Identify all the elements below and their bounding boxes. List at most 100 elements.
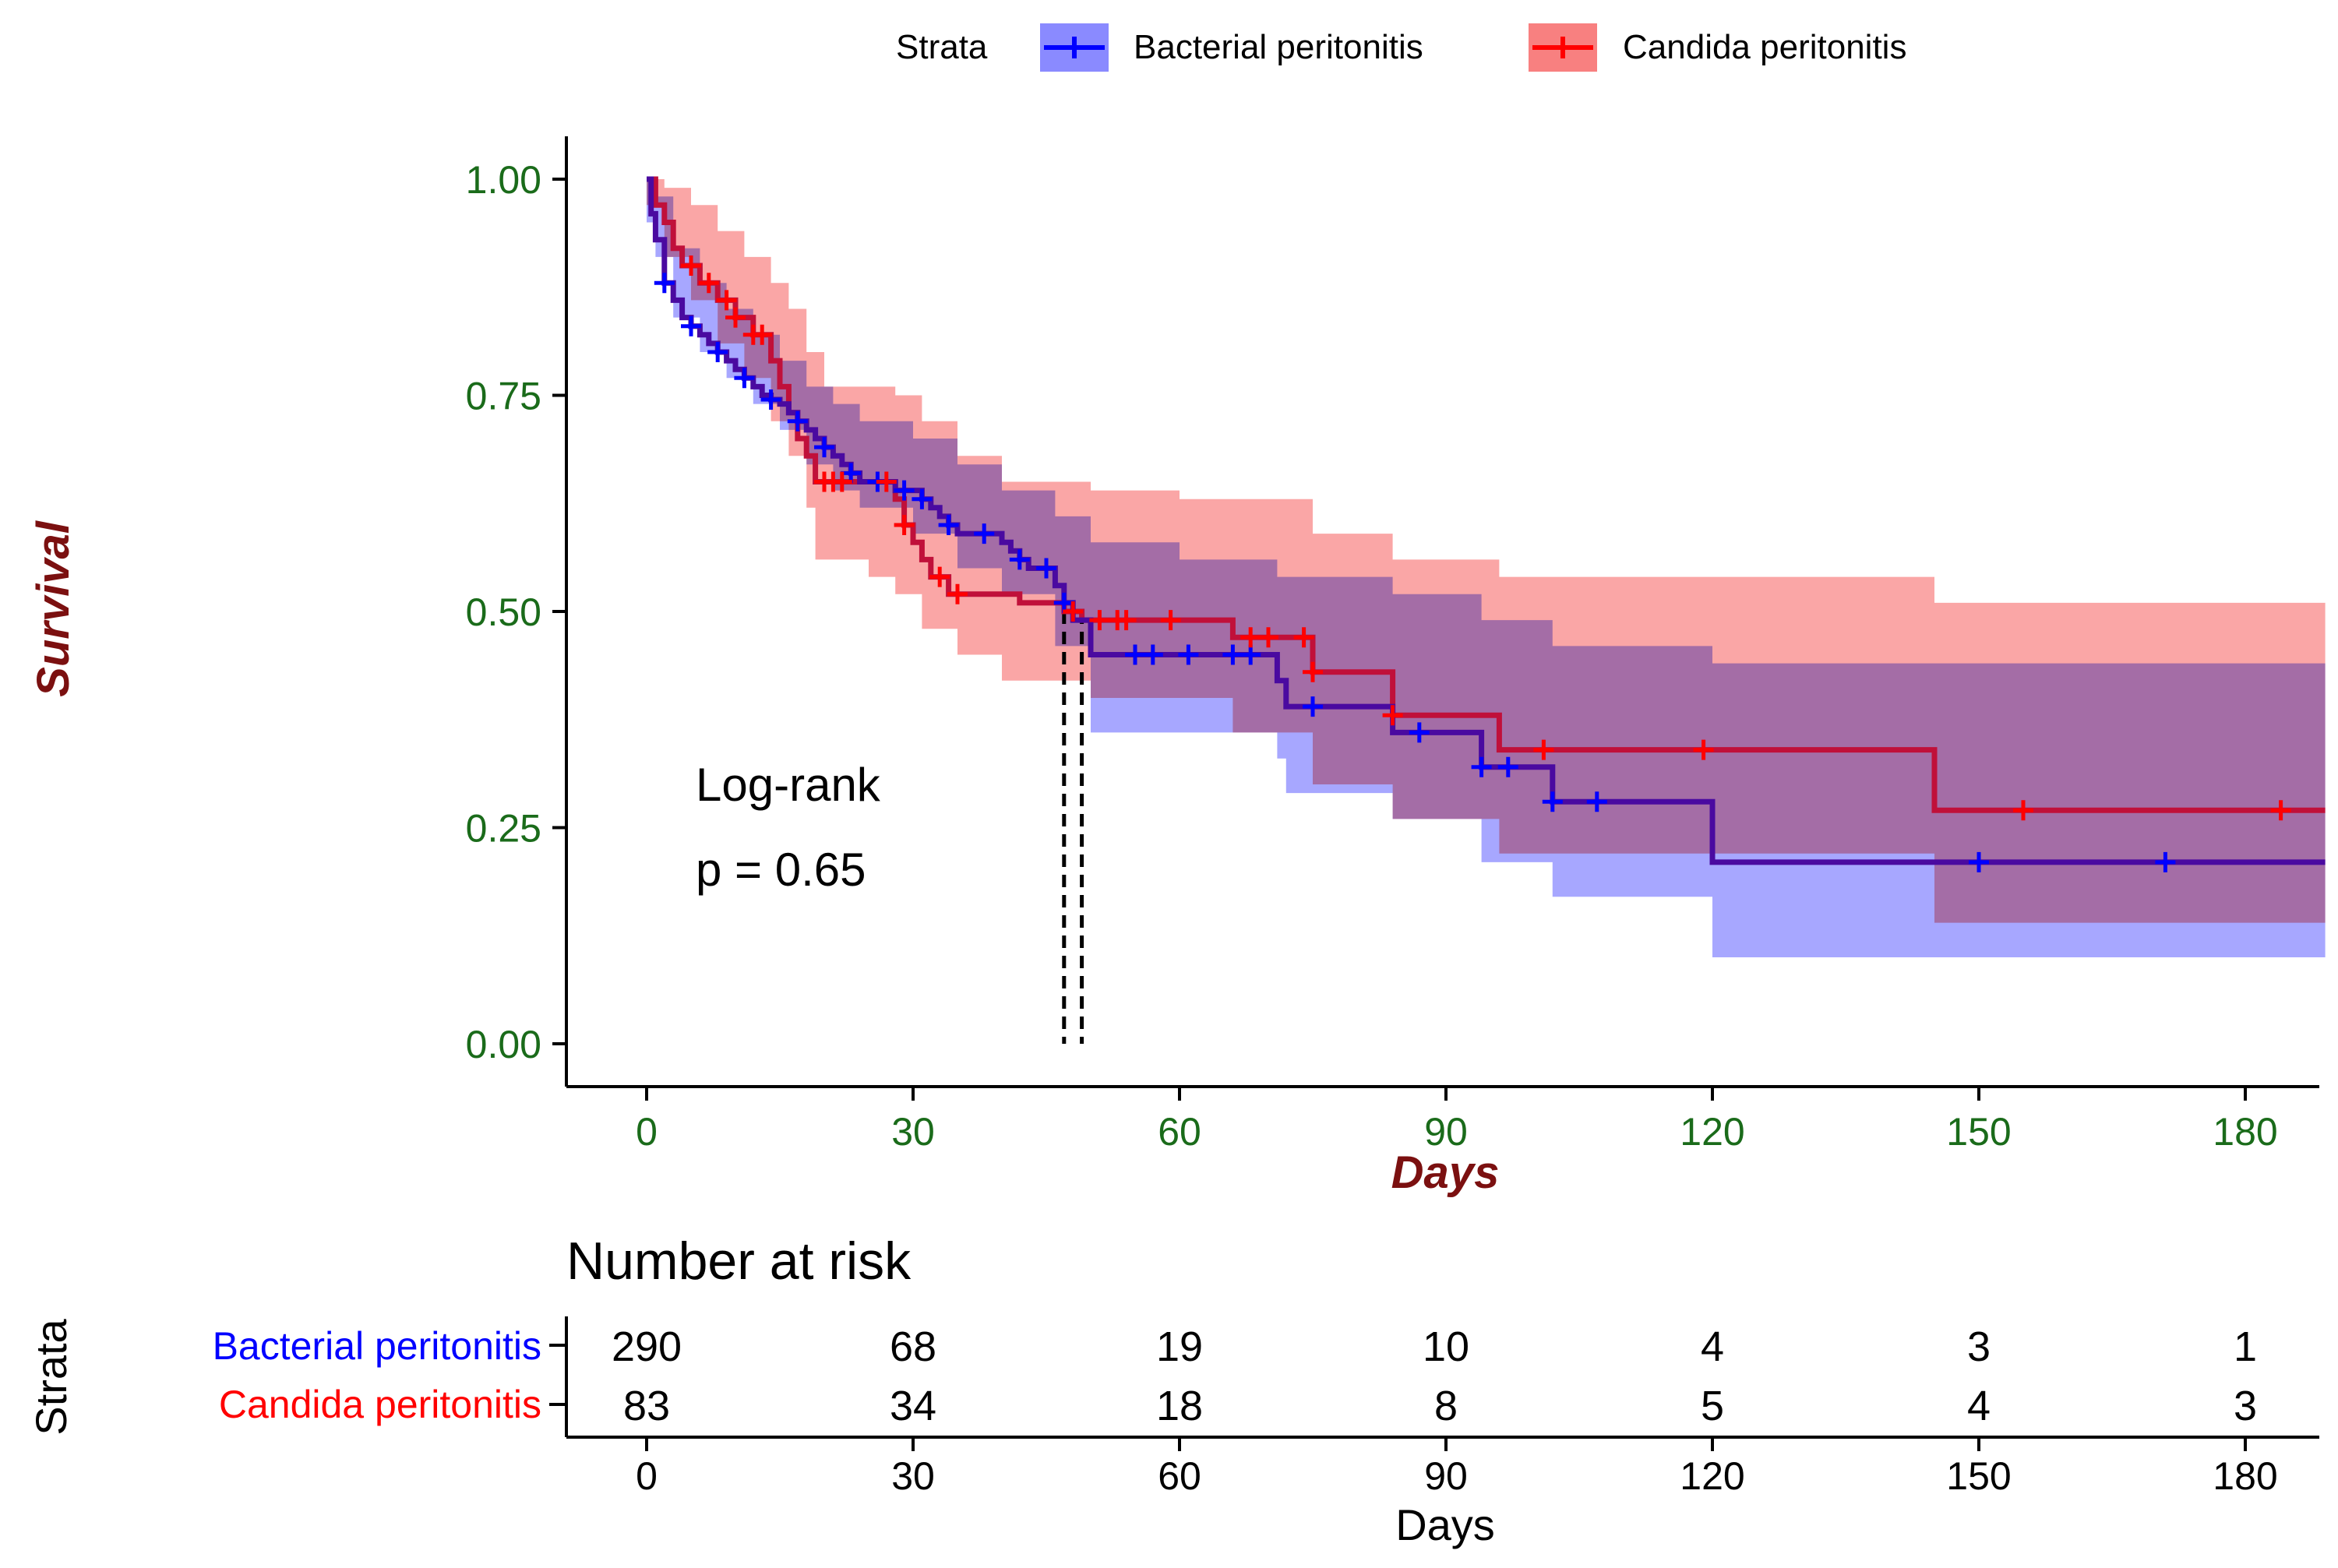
risk-count-bacterial: 19 [1156, 1323, 1203, 1370]
logrank-label: Log-rank [696, 759, 881, 811]
risk-count-bacterial: 3 [1967, 1323, 1991, 1370]
legend-title: Strata [896, 28, 988, 66]
censor-mark-bacterial [1036, 558, 1056, 579]
risk-x-tick-label: 120 [1680, 1454, 1744, 1498]
censor-mark-bacterial [734, 368, 755, 389]
censor-mark-candida [929, 566, 950, 587]
risk-count-candida: 83 [623, 1383, 670, 1429]
risk-table-cells: 290 68 19 10 4 3 1 83 34 18 8 5 4 3 [612, 1323, 2257, 1429]
risk-count-candida: 4 [1967, 1383, 1991, 1429]
censor-mark-candida [1063, 601, 1084, 622]
censor-mark-candida [2013, 800, 2033, 821]
censor-mark-candida [1303, 661, 1323, 682]
x-ticks: 0 30 60 90 120 150 180 [636, 1087, 2278, 1154]
y-tick-label: 0.00 [466, 1023, 541, 1066]
x-tick-label: 60 [1158, 1110, 1201, 1154]
risk-x-tick-label: 150 [1946, 1454, 2011, 1498]
censor-mark-candida [1116, 610, 1137, 631]
x-tick-label: 150 [1946, 1110, 2011, 1154]
risk-count-candida: 3 [2234, 1383, 2257, 1429]
censor-mark-candida [947, 583, 968, 604]
x-axis-label: Days [1391, 1147, 1500, 1198]
censor-mark-bacterial [1409, 722, 1430, 743]
censor-mark-candida [876, 471, 897, 492]
y-tick-label: 0.75 [466, 375, 541, 418]
censor-mark-bacterial [681, 315, 701, 337]
censor-mark-bacterial [1240, 644, 1261, 665]
risk-count-candida: 18 [1156, 1383, 1203, 1429]
risk-row-label-bacterial: Bacterial peritonitis [213, 1324, 541, 1368]
censor-mark-candida [752, 324, 773, 345]
censor-mark-bacterial [2155, 851, 2176, 872]
risk-count-candida: 8 [1434, 1383, 1458, 1429]
x-tick-label: 30 [891, 1110, 935, 1154]
risk-count-bacterial: 290 [612, 1323, 682, 1370]
censor-mark-bacterial [1009, 549, 1030, 570]
censor-mark-bacterial [1542, 791, 1563, 812]
risk-count-bacterial: 4 [1701, 1323, 1724, 1370]
censor-mark-candida [1240, 627, 1261, 648]
censor-mark-bacterial [894, 480, 915, 501]
risk-x-tick-label: 90 [1424, 1454, 1468, 1498]
risk-x-tick-label: 60 [1158, 1454, 1201, 1498]
censor-mark-candida [1160, 610, 1181, 631]
logrank-pvalue: p = 0.65 [696, 844, 866, 896]
y-axis-label: Survival [28, 520, 79, 697]
risk-count-bacterial: 10 [1423, 1323, 1469, 1370]
censor-mark-candida [698, 273, 719, 294]
legend: Strata Bacterial peritonitis Candida per… [896, 23, 1906, 72]
ci-band-candida [647, 179, 2326, 923]
confidence-bands [647, 179, 2326, 957]
censor-mark-bacterial [1471, 756, 1492, 777]
x-tick-label: 180 [2213, 1110, 2277, 1154]
risk-count-bacterial: 1 [2234, 1323, 2257, 1370]
censor-mark-bacterial [1969, 851, 1989, 872]
censor-mark-bacterial [1497, 756, 1518, 777]
risk-table-strata-label: Strata [26, 1318, 76, 1435]
x-tick-label: 120 [1680, 1110, 1744, 1154]
legend-label-candida: Candida peritonitis [1623, 28, 1906, 66]
legend-label-bacterial: Bacterial peritonitis [1134, 28, 1423, 66]
y-tick-label: 1.00 [466, 158, 541, 202]
censor-mark-candida [1293, 627, 1314, 648]
censor-mark-candida [681, 255, 701, 276]
y-tick-label: 0.50 [466, 590, 541, 634]
y-tick-label: 0.25 [466, 807, 541, 851]
risk-row-label-candida: Candida peritonitis [219, 1383, 541, 1426]
median-lines [1062, 611, 1084, 1044]
censor-marks [654, 255, 2291, 872]
risk-count-bacterial: 68 [890, 1323, 936, 1370]
censor-mark-candida [1693, 739, 1714, 760]
risk-count-candida: 5 [1701, 1383, 1724, 1429]
censor-mark-candida [1382, 705, 1403, 726]
censor-mark-candida [716, 290, 737, 311]
censor-mark-candida [831, 471, 852, 492]
risk-table: Number at risk Strata Bacterial peritoni… [26, 1231, 2319, 1549]
censor-mark-bacterial [1222, 644, 1243, 665]
censor-mark-bacterial [1586, 791, 1607, 812]
risk-table-title: Number at risk [566, 1231, 912, 1291]
censor-mark-candida [725, 307, 746, 328]
censor-mark-candida [2270, 800, 2291, 821]
censor-mark-candida [1258, 627, 1278, 648]
censor-mark-bacterial [707, 342, 728, 362]
risk-table-x-label: Days [1395, 1500, 1495, 1549]
x-tick-label: 90 [1424, 1110, 1468, 1154]
x-tick-label: 0 [636, 1110, 658, 1154]
risk-table-x-ticks: 0 30 60 90 120 150 180 [636, 1437, 2278, 1498]
censor-mark-bacterial [1142, 644, 1163, 665]
censor-mark-bacterial [787, 410, 808, 432]
censor-mark-candida [894, 515, 915, 535]
survival-curve-candida [647, 176, 2326, 813]
risk-x-tick-label: 30 [891, 1454, 935, 1498]
censor-mark-bacterial [654, 273, 675, 294]
censor-mark-candida [1533, 739, 1554, 760]
risk-x-tick-label: 0 [636, 1454, 658, 1498]
censor-mark-bacterial [1303, 696, 1323, 717]
plot-area: 0.00 0.25 0.50 0.75 1.00 0 30 60 90 120 150 180 [466, 136, 2326, 1154]
legend-key-bacterial [1040, 23, 1109, 72]
censor-mark-bacterial [974, 523, 995, 544]
censor-mark-bacterial [912, 488, 933, 509]
legend-key-candida [1529, 23, 1597, 72]
